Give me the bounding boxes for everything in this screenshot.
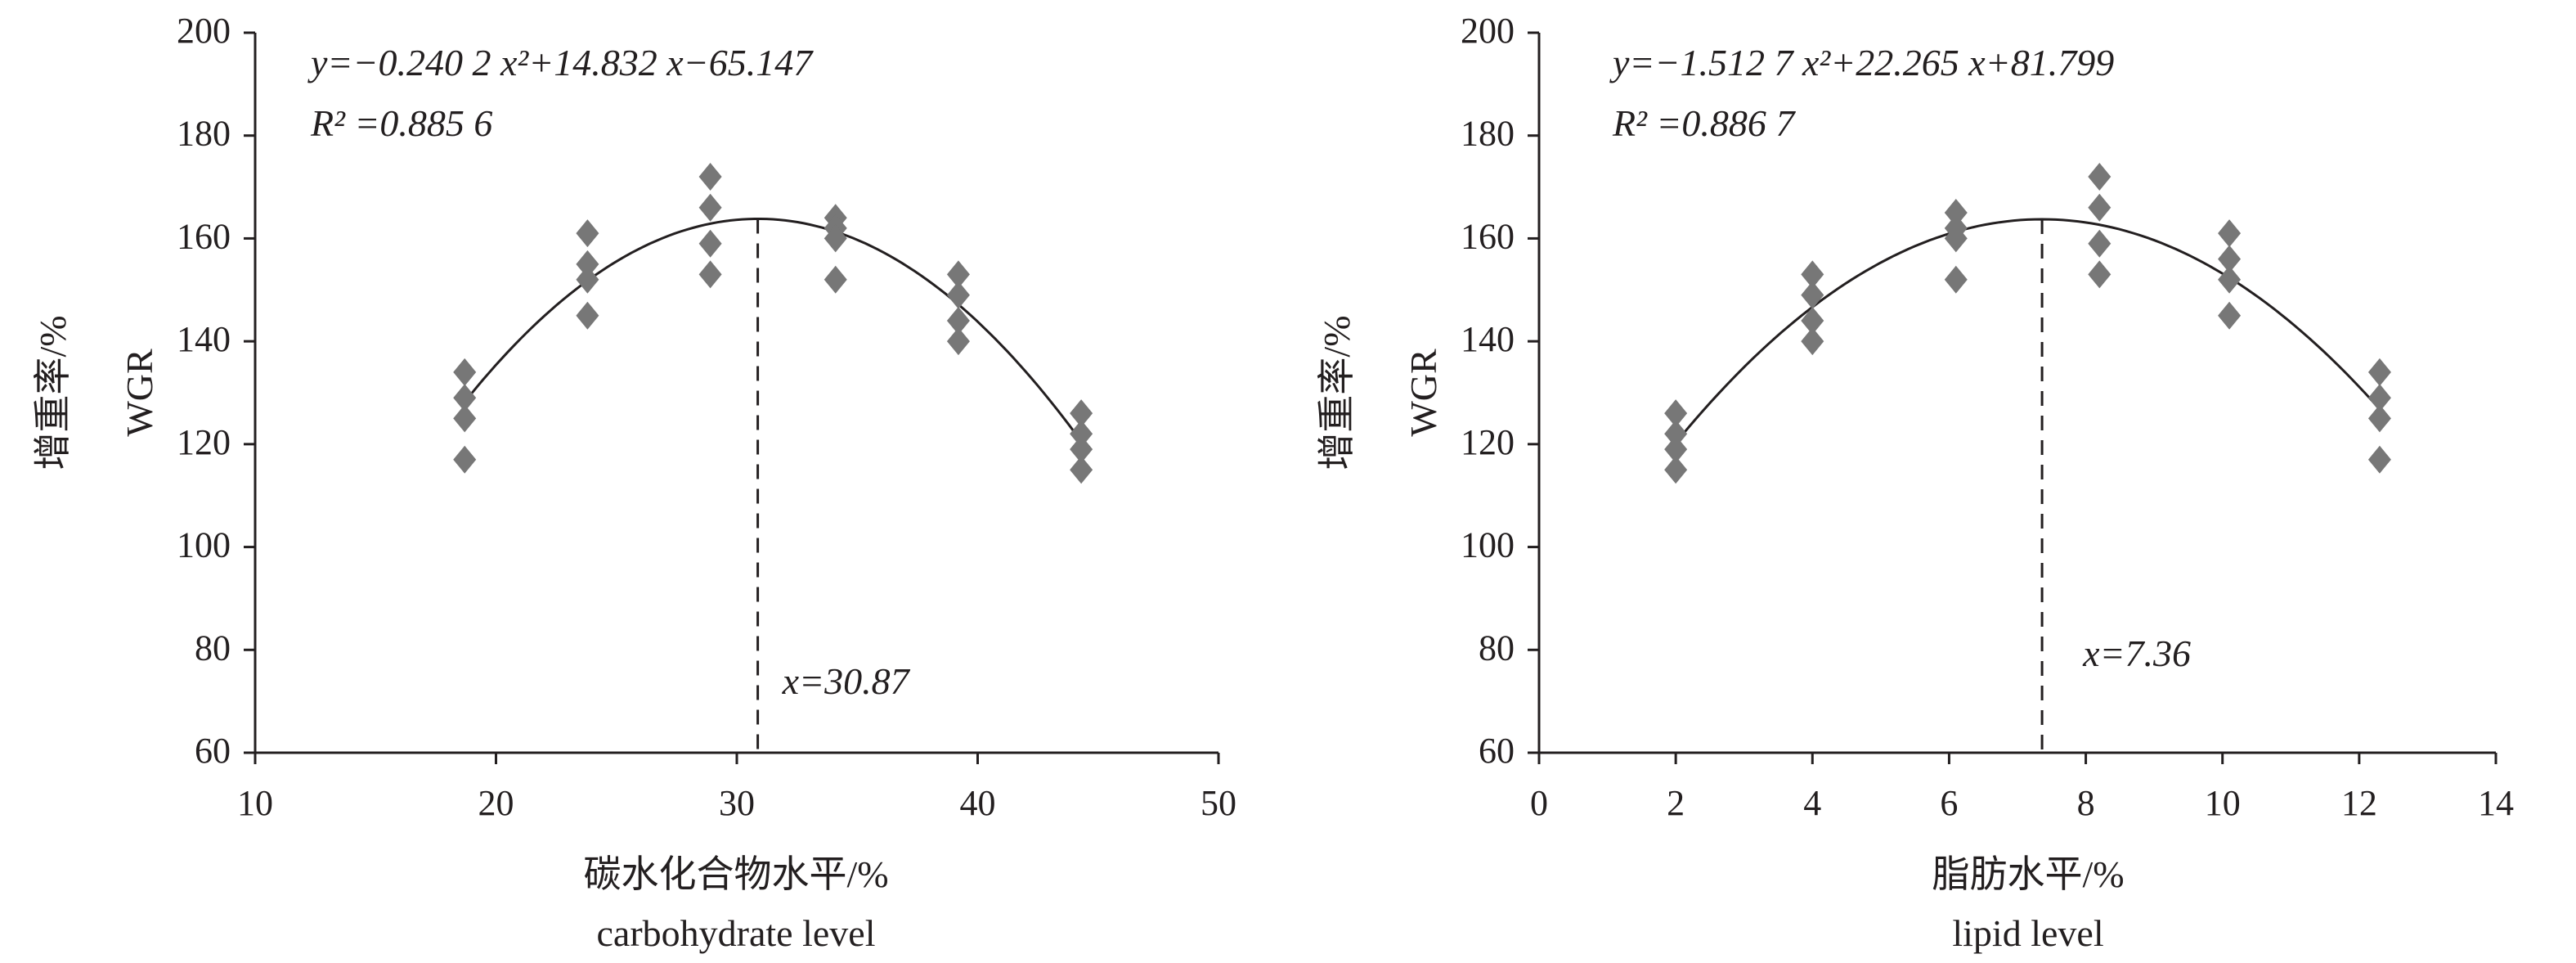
data-point [1070,456,1093,484]
data-point [2367,445,2391,474]
data-point [453,358,477,386]
x-tick-label: 30 [719,783,755,823]
y-axis-label-en: WGR [119,349,160,437]
data-point [2218,265,2242,294]
data-point [2218,219,2242,248]
x-tick-label: 12 [2341,783,2377,823]
x-tick-label: 0 [1530,783,1548,823]
y-tick-label: 200 [1461,11,1515,51]
y-tick-label: 100 [177,525,231,565]
data-point [2218,301,2242,330]
y-tick-label: 140 [177,319,231,359]
y-axis-label: 增重率/% [32,315,74,470]
data-point [1944,265,1968,294]
y-tick-label: 180 [1461,114,1515,154]
fit-curve [464,218,1083,443]
data-point [2088,163,2112,191]
r-squared: R² =0.885 6 [310,102,492,144]
x-tick-label: 8 [2077,783,2095,823]
x-tick-label: 2 [1667,783,1685,823]
data-point [1801,307,1824,335]
data-point [2088,193,2112,222]
data-point [946,307,970,335]
data-point [946,281,970,309]
chart-panel-1: 60 80 100 120 140 160 180 200 10 20 30 40 50 增重率/% WGR… [32,11,1236,954]
data-point [698,193,722,222]
fit-equation: y=−1.512 7 x²+22.265 x+81.799 [1609,42,2114,83]
x-axis-label-en: carbohydrate level [597,912,876,954]
data-point [1801,281,1824,309]
optimum-label: x=30.87 [782,660,911,702]
x-axis-label-en: lipid level [1952,912,2103,954]
y-tick-label: 140 [1461,319,1515,359]
data-point [1664,456,1688,484]
y-tick-label: 200 [177,11,231,51]
data-point [1944,199,1968,227]
data-point [2367,404,2391,433]
x-tick-label: 4 [1803,783,1821,823]
data-point [2367,384,2391,412]
data-point [1664,399,1688,428]
data-point [2218,245,2242,273]
data-point [1664,435,1688,464]
data-point [1801,327,1824,356]
x-tick-label: 10 [2205,783,2241,823]
y-tick-label: 120 [177,422,231,462]
data-point [1944,224,1968,253]
data-point [1801,260,1824,289]
data-point [2088,260,2112,289]
data-point [698,229,722,258]
data-point [1664,420,1688,448]
optimum-label: x=7.36 [2082,632,2191,674]
x-axis-label: 脂肪水平/% [1932,853,2124,895]
data-point [576,301,599,330]
x-tick-label: 6 [1940,783,1958,823]
data-point [2088,229,2112,258]
x-tick-label: 14 [2478,783,2514,823]
r-squared: R² =0.886 7 [1612,102,1796,144]
data-point [698,260,722,289]
y-axis-label-en: WGR [1402,349,1444,437]
y-tick-label: 100 [1461,525,1515,565]
fit-equation: y=−0.240 2 x²+14.832 x−65.147 [307,42,814,83]
y-tick-label: 60 [1479,731,1515,771]
data-point [2367,358,2391,386]
x-tick-label: 20 [478,783,514,823]
y-tick-label: 80 [1479,628,1515,668]
x-tick-label: 40 [960,783,996,823]
data-point [576,219,599,248]
data-point [824,224,847,253]
y-tick-label: 160 [177,216,231,256]
fit-curve [1674,218,2381,444]
data-point [1070,435,1093,464]
chart-panel-2: 60 80 100 120 140 160 180 200 0 2 4 6 8 10 12 14 增重率/% WG… [1316,11,2514,954]
data-point [1070,420,1093,448]
y-tick-label: 60 [195,731,231,771]
data-point [824,265,847,294]
y-tick-label: 160 [1461,216,1515,256]
y-axis-label: 增重率/% [1316,315,1358,470]
x-tick-label: 10 [237,783,273,823]
data-point [1070,399,1093,428]
y-tick-label: 180 [177,114,231,154]
data-point [576,265,599,294]
x-tick-label: 50 [1200,783,1236,823]
data-point [453,445,477,474]
y-tick-label: 80 [195,628,231,668]
x-axis-label: 碳水化合物水平/% [583,853,888,895]
data-point [453,404,477,433]
data-point [576,250,599,278]
data-point [946,260,970,289]
data-point [698,163,722,191]
y-tick-label: 120 [1461,422,1515,462]
data-point [946,327,970,356]
data-point [453,384,477,412]
